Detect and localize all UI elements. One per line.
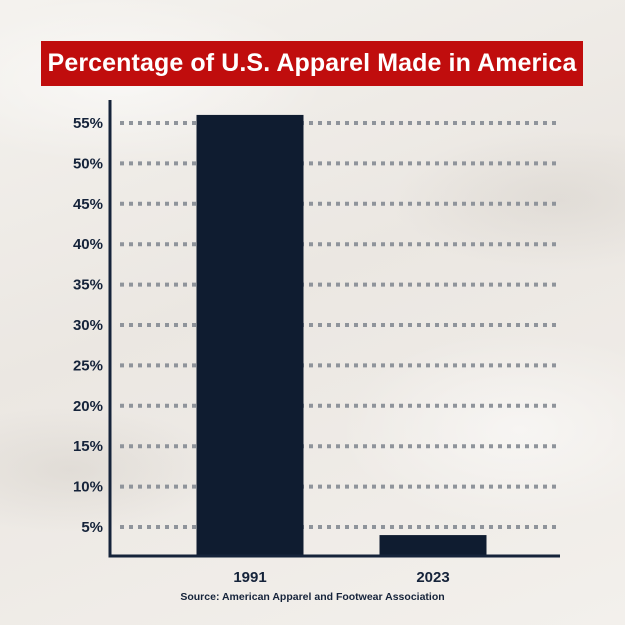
y-tick-label: 25%	[73, 357, 103, 374]
x-category-label: 1991	[233, 569, 266, 586]
bar-2023	[379, 535, 487, 556]
x-category-label: 2023	[416, 569, 449, 586]
chart-title: Percentage of U.S. Apparel Made in Ameri…	[47, 49, 577, 77]
y-tick-label: 10%	[73, 479, 103, 496]
y-tick-label: 40%	[73, 236, 103, 253]
y-tick-label: 55%	[73, 115, 103, 132]
source-note: Source: American Apparel and Footwear As…	[180, 591, 445, 603]
y-tick-label: 5%	[81, 519, 103, 536]
y-tick-label: 50%	[73, 155, 103, 172]
y-tick-label: 35%	[73, 277, 103, 294]
y-tick-label: 20%	[73, 398, 103, 415]
title-banner: Percentage of U.S. Apparel Made in Ameri…	[41, 41, 583, 86]
y-tick-label: 15%	[73, 438, 103, 455]
y-tick-label: 45%	[73, 196, 103, 213]
y-tick-label: 30%	[73, 317, 103, 334]
bar-1991	[196, 114, 304, 557]
